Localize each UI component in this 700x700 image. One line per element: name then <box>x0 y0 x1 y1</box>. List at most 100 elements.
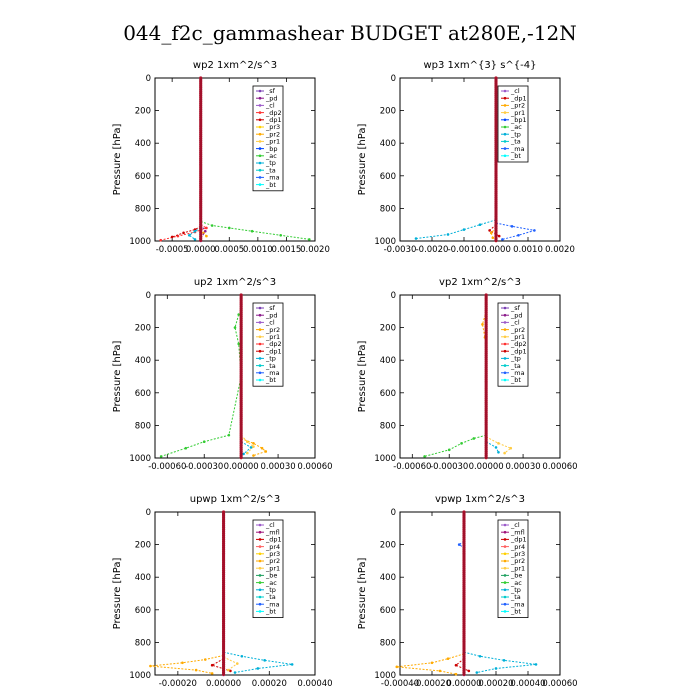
legend-marker <box>503 147 507 150</box>
legend-label: _dp1 <box>265 536 282 544</box>
legend-marker <box>503 154 507 158</box>
legend-label: _ta <box>510 593 521 601</box>
series-dp2 <box>423 433 488 458</box>
plot-frame <box>154 294 316 459</box>
legend-marker <box>503 538 507 541</box>
x-tick-label: 0.0000 <box>186 245 216 255</box>
figure-title: 044_f2c_gammashear BUDGET at280E,-12N <box>123 21 577 45</box>
legend-label: _ta <box>510 362 521 370</box>
y-tick-label: 1000 <box>374 671 396 681</box>
data-point <box>438 669 442 673</box>
legend-label: _cl <box>265 521 275 529</box>
y-tick-label: 600 <box>380 606 396 616</box>
legend-marker <box>503 104 507 107</box>
legend-label: _pr1 <box>265 564 280 572</box>
data-point <box>279 233 283 237</box>
legend-label: _sf <box>510 304 521 312</box>
legend-marker <box>503 610 507 613</box>
data-point <box>249 446 253 449</box>
data-point <box>264 450 268 453</box>
legend-marker <box>258 357 262 360</box>
legend-marker <box>258 523 262 527</box>
legend-marker <box>258 321 262 324</box>
data-point <box>246 451 249 455</box>
data-point <box>240 654 244 658</box>
series-tp <box>414 218 498 240</box>
legend-marker <box>503 321 507 324</box>
data-point <box>193 238 197 241</box>
y-tick-label: 1000 <box>129 671 151 681</box>
x-tick-label: 0.00060 <box>297 462 332 472</box>
series-line <box>200 220 310 240</box>
data-point <box>423 455 426 458</box>
legend-label: _bp <box>265 145 278 153</box>
legend-label: _cl <box>265 102 275 110</box>
legend-box <box>497 519 529 618</box>
data-point <box>194 668 198 672</box>
legend-label: _mfl <box>265 528 280 536</box>
legend-marker <box>503 313 507 317</box>
legend-marker <box>258 595 262 599</box>
x-tick-label: 0.0010 <box>513 245 543 255</box>
data-point <box>227 433 231 437</box>
x-tick-label: 0.00000 <box>469 462 504 472</box>
legend-label: _ta <box>265 593 276 601</box>
series-line <box>171 225 201 238</box>
series-tp <box>222 650 294 674</box>
data-point <box>184 446 188 450</box>
x-tick-label: -0.00020 <box>413 679 451 689</box>
y-tick-label: 200 <box>380 324 396 334</box>
legend-label: _pr3 <box>265 550 280 558</box>
legend-label: _cl <box>265 319 275 327</box>
legend-marker <box>503 566 507 570</box>
legend-marker <box>503 371 507 375</box>
legend-marker <box>258 328 262 331</box>
series-ma <box>494 221 536 241</box>
series-line <box>240 437 267 457</box>
panel-1: wp2 1xm^2/s^3 Pressure [hPa] 0 200 400 600 800… <box>112 60 330 255</box>
legend-marker <box>258 364 262 367</box>
legend-marker <box>258 118 262 122</box>
data-point <box>478 654 482 658</box>
data-point <box>307 238 311 241</box>
legend-label: _ac <box>510 123 522 131</box>
legend-marker <box>258 602 262 606</box>
legend-label: _bt <box>265 608 276 616</box>
panel-6: vpwp 1xm^2/s^3 Pressure [hPa] 0 200 400 600 80… <box>357 494 578 689</box>
data-point <box>488 229 491 232</box>
legend: _sf_pd_cl_pr2_pr1_dp2_dp1_tp_ta_ma_bt <box>252 302 284 387</box>
legend-label: _be <box>265 572 277 580</box>
data-point <box>502 659 506 662</box>
y-tick-label: 0 <box>391 508 396 518</box>
panel-5: upwp 1xm^2/s^3 Pressure [hPa] 0 200 400 600 80… <box>112 494 333 689</box>
legend-label: _cl <box>510 521 520 529</box>
x-tick-label: 0.00000 <box>224 462 259 472</box>
legend-label: _ma <box>265 174 280 182</box>
legend-marker <box>258 581 262 584</box>
legend-label: _tp <box>265 355 276 363</box>
legend-marker <box>503 559 507 563</box>
series-line <box>488 224 500 237</box>
legend-label: _tp <box>510 355 521 363</box>
plot-frame <box>154 511 316 676</box>
legend-marker <box>258 335 262 339</box>
y-tick-label: 0 <box>146 508 151 518</box>
data-point <box>510 225 514 228</box>
data-point <box>460 442 463 445</box>
legend-marker <box>258 89 262 93</box>
panel-title: up2 1xm^2/s^3 <box>194 277 276 288</box>
legend-marker <box>503 581 507 584</box>
y-tick-label: 600 <box>135 172 151 182</box>
data-point <box>478 223 482 226</box>
legend-label: _pr3 <box>510 550 525 558</box>
legend: _cl_mfl_dp1_pr4_pr3_pr2_pr1_be_ac_tp_ta_… <box>252 519 284 618</box>
x-tick-label: 0.0000 <box>481 245 511 255</box>
legend-label: _be <box>510 572 522 580</box>
legend-marker <box>258 349 262 353</box>
data-point <box>170 235 174 239</box>
legend-marker <box>503 328 507 331</box>
legend-marker <box>503 306 507 310</box>
legend-marker <box>503 140 507 143</box>
x-tick-label: 0.0010 <box>243 245 273 255</box>
